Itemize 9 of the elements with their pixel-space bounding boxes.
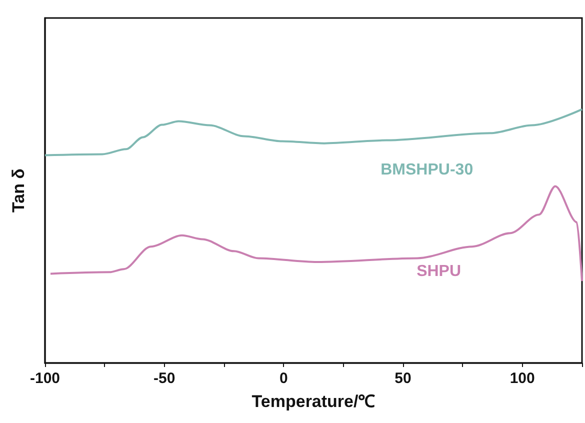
x-tick-label: 50 (394, 370, 412, 387)
x-axis-title: Temperature/℃ (252, 392, 376, 411)
series-label: BMSHPU-30 (380, 162, 474, 179)
x-tick-label: 100 (510, 370, 535, 387)
x-tick-label: 0 (279, 370, 288, 387)
series-label: SHPU (416, 263, 462, 280)
y-axis-title: Tan δ (9, 168, 28, 212)
x-tick-label: -100 (30, 370, 60, 387)
x-tick-label: -50 (153, 370, 176, 387)
